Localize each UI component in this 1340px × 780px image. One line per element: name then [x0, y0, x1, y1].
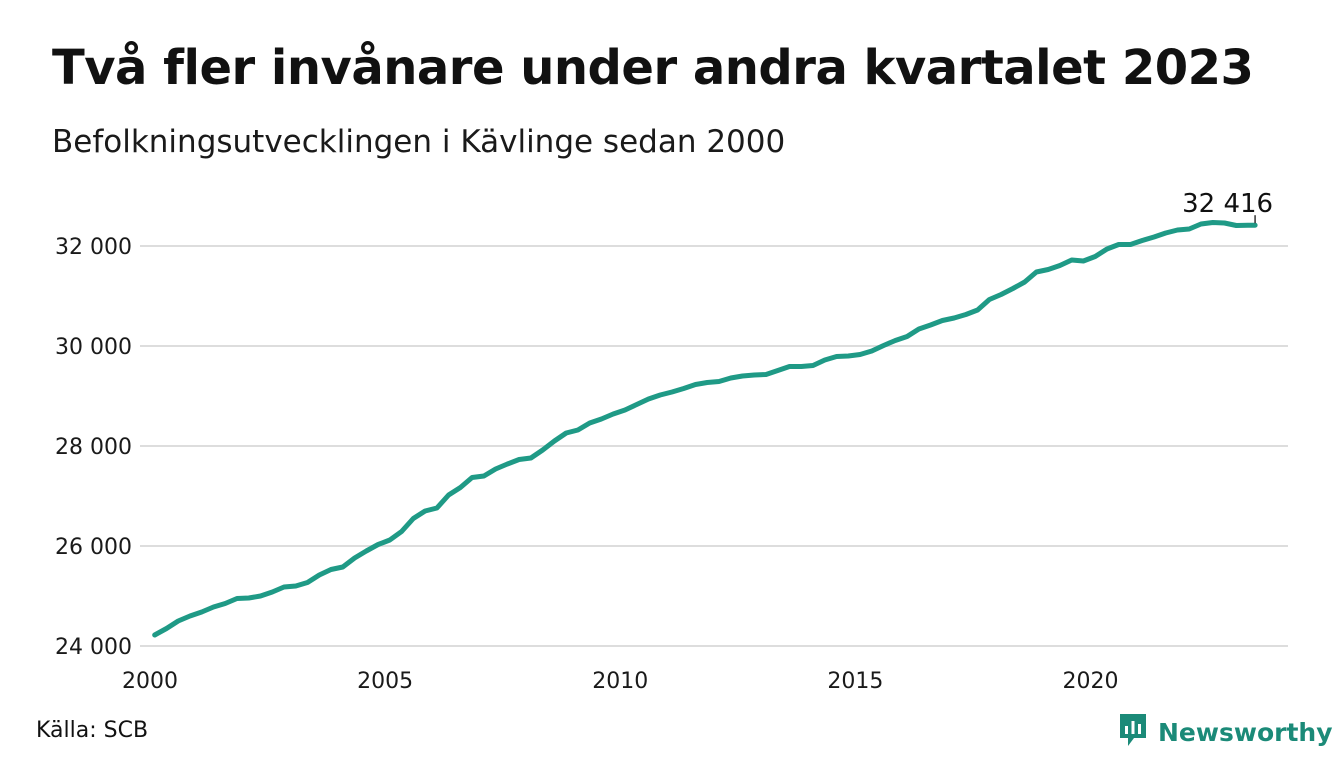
gridlines: [140, 245, 1288, 647]
newsworthy-logo-icon: [1118, 712, 1148, 752]
x-tick-label: 2020: [1062, 669, 1118, 694]
brand-name: Newsworthy: [1158, 717, 1333, 747]
y-tick-label: 26 000: [55, 535, 132, 560]
source-note: Källa: SCB: [36, 718, 149, 743]
y-tick-label: 32 000: [55, 235, 132, 260]
chart-title: Två fler invånare under andra kvartalet …: [52, 40, 1254, 96]
annotation-layer: 32 416: [1182, 189, 1273, 224]
x-tick-label: 2000: [122, 669, 178, 694]
chart-subtitle: Befolkningsutvecklingen i Kävlinge sedan…: [52, 124, 786, 160]
x-tick-label: 2005: [357, 669, 413, 694]
series-layer: [152, 220, 1258, 638]
y-tick-label: 28 000: [55, 435, 132, 460]
y-tick-label: 24 000: [55, 635, 132, 660]
population-series-line: [152, 220, 1258, 638]
x-tick-label: 2015: [827, 669, 883, 694]
axis-labels: 24 000 26 000 28 000 30 000 32 000 2000 2005 20…: [55, 235, 1118, 694]
last-value-label: 32 416: [1182, 189, 1273, 219]
y-tick-label: 30 000: [55, 335, 132, 360]
x-tick-label: 2010: [592, 669, 648, 694]
brand-logo[interactable]: Newsworthy: [1118, 712, 1333, 752]
